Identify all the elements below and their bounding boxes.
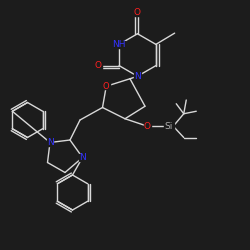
Text: N: N bbox=[46, 138, 54, 147]
Bar bbox=[134, 9, 141, 16]
Bar bbox=[94, 62, 102, 69]
Bar bbox=[113, 41, 125, 48]
Text: NH: NH bbox=[112, 40, 126, 49]
Bar bbox=[103, 83, 110, 89]
Text: O: O bbox=[144, 122, 151, 131]
Bar bbox=[46, 140, 54, 145]
Text: O: O bbox=[94, 61, 101, 70]
Text: N: N bbox=[79, 153, 86, 162]
Bar bbox=[164, 123, 173, 130]
Bar bbox=[79, 154, 86, 161]
Text: O: O bbox=[134, 8, 141, 17]
Text: N: N bbox=[134, 72, 141, 81]
Bar bbox=[134, 73, 141, 80]
Text: O: O bbox=[103, 82, 110, 91]
Text: Si: Si bbox=[164, 122, 173, 131]
Bar bbox=[144, 123, 151, 130]
